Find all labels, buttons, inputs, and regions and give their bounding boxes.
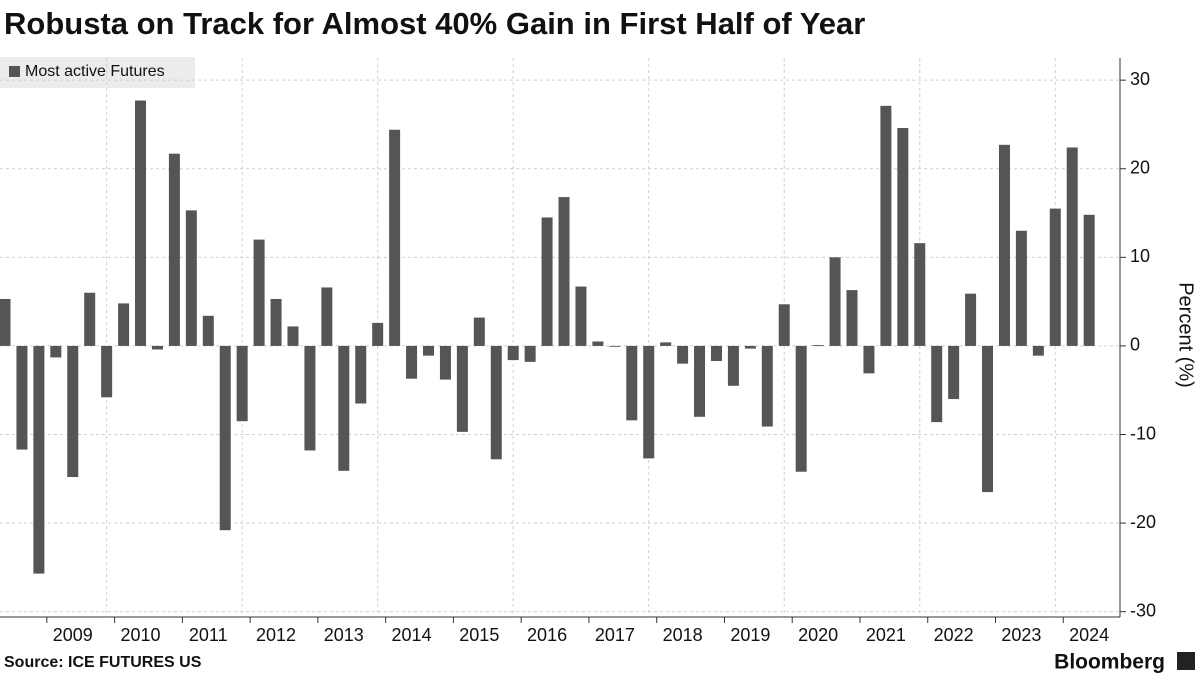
bar [151, 345, 163, 350]
bar [626, 345, 638, 421]
bar [609, 345, 621, 347]
bar [389, 129, 401, 346]
bar [253, 239, 265, 346]
legend-box [0, 57, 195, 88]
y-axis-label: Percent (%) [1175, 282, 1197, 388]
bar [998, 144, 1010, 346]
bar [67, 345, 79, 478]
bar [185, 210, 197, 346]
bar [592, 341, 604, 346]
chart-title: Robusta on Track for Almost 40% Gain in … [4, 6, 865, 41]
x-tick-label: 2015 [459, 625, 499, 645]
bar [1032, 345, 1044, 356]
x-tick-label: 2023 [1001, 625, 1041, 645]
bar [778, 304, 790, 346]
y-tick-label: -30 [1130, 600, 1156, 620]
bar [50, 345, 62, 358]
bar [948, 345, 960, 400]
bar [304, 345, 316, 451]
bar [1049, 208, 1061, 346]
bar [660, 342, 672, 346]
bar [541, 217, 553, 346]
bar [456, 345, 468, 432]
bar [795, 345, 807, 472]
y-tick-label: -20 [1130, 512, 1156, 532]
x-tick-label: 2011 [189, 625, 228, 645]
bar [439, 345, 451, 380]
source: Source: ICE FUTURES US [4, 654, 202, 671]
x-tick-label: 2010 [120, 625, 160, 645]
bar [965, 293, 977, 346]
bar [372, 322, 384, 346]
bar [355, 345, 367, 404]
bar [982, 345, 994, 493]
bar [575, 286, 587, 346]
bar [0, 298, 11, 346]
bar [135, 100, 147, 346]
brand: Bloomberg [1054, 651, 1165, 674]
bar [694, 345, 706, 417]
x-tick-label: 2022 [934, 625, 974, 645]
bar [168, 153, 180, 346]
bar [727, 345, 739, 386]
x-tick-label: 2012 [256, 625, 296, 645]
x-tick-label: 2024 [1069, 625, 1109, 645]
bar [761, 345, 773, 427]
bar [101, 345, 113, 398]
x-tick-label: 2009 [53, 625, 93, 645]
y-tick-label: 0 [1130, 335, 1140, 355]
x-tick-label: 2014 [392, 625, 432, 645]
legend-label: Most active Futures [25, 63, 165, 80]
bar [287, 326, 299, 346]
y-tick-label: 10 [1130, 246, 1150, 266]
x-tick-label: 2016 [527, 625, 567, 645]
bar [880, 105, 892, 346]
x-tick-label: 2018 [663, 625, 703, 645]
x-tick-label: 2017 [595, 625, 635, 645]
bar [914, 243, 926, 346]
bar [524, 345, 536, 362]
legend-swatch [9, 66, 20, 77]
bar [744, 345, 756, 349]
bar [829, 257, 841, 346]
bar [270, 298, 282, 346]
bar [16, 345, 28, 450]
bar [219, 345, 231, 531]
y-tick-label: 30 [1130, 69, 1150, 89]
bar [118, 303, 130, 346]
bar [507, 345, 519, 361]
bar [84, 292, 96, 346]
x-tick-label: 2021 [866, 625, 906, 645]
bar [321, 287, 333, 346]
x-tick-label: 2020 [798, 625, 838, 645]
y-tick-label: -10 [1130, 423, 1156, 443]
bar [846, 290, 858, 346]
bar [1083, 214, 1095, 346]
bar [677, 345, 689, 364]
brand-icon [1177, 652, 1195, 670]
bar [643, 345, 655, 459]
x-tick-label: 2019 [730, 625, 770, 645]
bar [338, 345, 350, 471]
bar [1015, 230, 1027, 346]
bar [863, 345, 875, 374]
bar [490, 345, 502, 460]
bar [1066, 147, 1078, 346]
bar [812, 345, 824, 346]
bar [558, 197, 570, 346]
bar [897, 127, 909, 346]
bar [202, 315, 214, 346]
bar [931, 345, 943, 423]
bar [33, 345, 45, 574]
bar [236, 345, 248, 422]
bar [710, 345, 722, 361]
x-tick-label: 2013 [324, 625, 364, 645]
y-tick-label: 20 [1130, 157, 1150, 177]
bar [473, 317, 485, 346]
bar [406, 345, 418, 379]
bar [423, 345, 434, 356]
